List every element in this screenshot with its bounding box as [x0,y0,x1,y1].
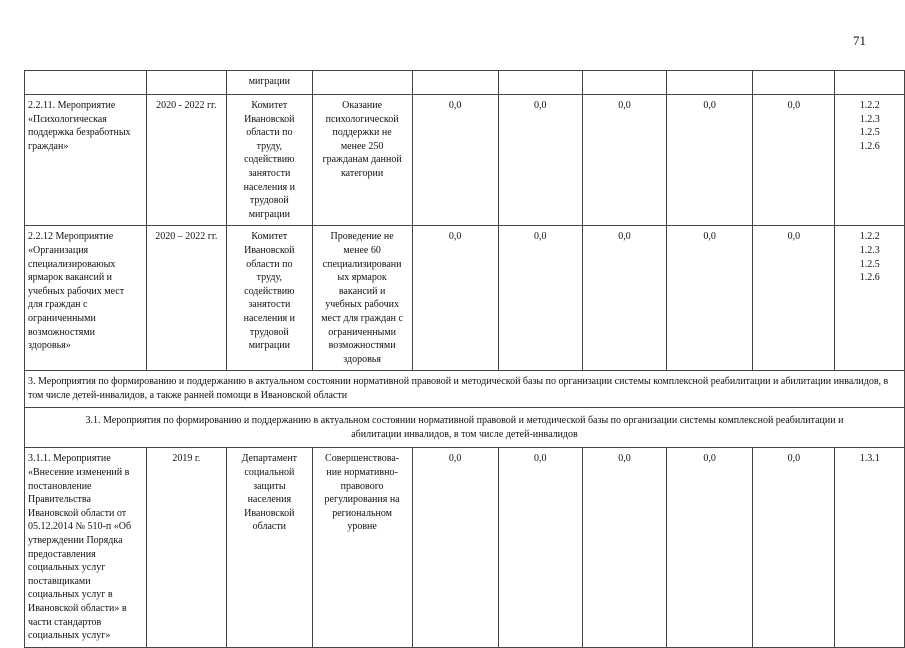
value-cell: 0,0 [666,447,754,648]
activity-name: 2.2.12 Мероприятие «Организация специали… [24,225,147,372]
program-table: миграции 2.2.11. Мероприятие «Психологич… [24,70,905,648]
indicators-cell: 1.2.2 1.2.3 1.2.5 1.2.6 [834,225,905,372]
section-3-heading: 3. Мероприятия по формированию и поддерж… [24,370,905,409]
value-cell: 0,0 [581,93,668,227]
indicators-cell: 1.3.1 [834,447,905,648]
page-number: 71 [853,33,866,48]
table-row: 2.2.12 Мероприятие «Организация специали… [24,225,905,372]
indicators-cell: 1.2.2 1.2.3 1.2.5 1.2.6 [834,93,905,227]
section-row: 3. Мероприятия по формированию и поддерж… [24,370,905,409]
result-cell: Проведение не менее 60 специализировани … [311,225,413,372]
value-cell: 0,0 [497,225,583,372]
value-cell: 0,0 [666,225,754,372]
value-cell: 0,0 [666,93,754,227]
executor-cell: Комитет Ивановской области по труду, сод… [225,225,313,372]
subsection-row: 3.1. Мероприятия по формированию и подде… [24,407,905,449]
section-3-1-heading: 3.1. Мероприятия по формированию и подде… [24,407,905,449]
value-cell: 0,0 [411,93,499,227]
value-cell: 0,0 [411,225,499,372]
value-cell: 0,0 [752,225,836,372]
executor-cell: Департамент социальной защиты населения … [225,447,313,648]
period-cell: 2020 - 2022 гг. [145,93,227,227]
period-cell: 2020 – 2022 гг. [145,225,227,372]
activity-name: 3.1.1. Мероприятие «Внесение изменений в… [24,447,147,648]
executor-cell: Комитет Ивановской области по труду, сод… [225,93,313,227]
table-row-carry: миграции [24,70,905,95]
value-cell: 0,0 [497,93,583,227]
result-cell: Оказание психологической поддержки не ме… [311,93,413,227]
value-cell: 0,0 [752,447,836,648]
value-cell: 0,0 [497,447,583,648]
value-cell: 0,0 [752,93,836,227]
result-cell: Совершенствова- ние нормативно- правовог… [311,447,413,648]
table-row: 2.2.11. Мероприятие «Психологическая под… [24,93,905,227]
table-row: 3.1.1. Мероприятие «Внесение изменений в… [24,447,905,648]
activity-name: 2.2.11. Мероприятие «Психологическая под… [24,93,147,227]
value-cell: 0,0 [411,447,499,648]
period-cell: 2019 г. [145,447,227,648]
executor-cell: миграции [225,70,313,95]
value-cell: 0,0 [581,447,668,648]
value-cell: 0,0 [581,225,668,372]
